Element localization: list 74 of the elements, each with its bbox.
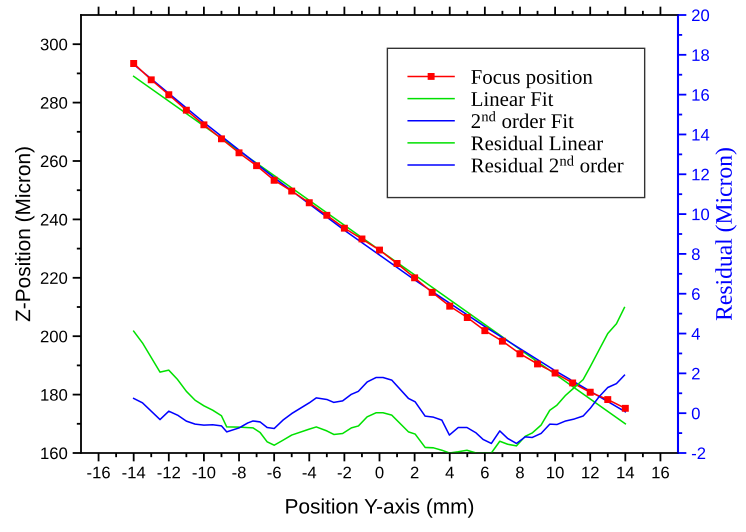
y-tick-label: 200	[40, 330, 68, 342]
x-tick-label: 6	[481, 466, 489, 478]
point	[306, 199, 313, 206]
point	[411, 274, 418, 282]
y-tick-label: 280	[40, 97, 68, 109]
point	[323, 212, 330, 219]
y2-tick-label: 14	[692, 129, 710, 140]
legend-label: Residual Linear	[471, 136, 603, 150]
y-tick-label: 260	[40, 155, 68, 168]
point	[236, 149, 242, 156]
point	[376, 246, 383, 254]
x-tick-label: -6	[267, 466, 281, 478]
y-tick-label: 160	[41, 447, 68, 460]
x-tick-label: -16	[87, 466, 110, 478]
legend-label: 2$^{nd}$ order Fit	[472, 111, 574, 128]
point	[516, 350, 524, 358]
x-tick-label: -12	[157, 466, 180, 478]
x-tick-label: -8	[232, 466, 246, 478]
y-tick-label: 300	[40, 38, 68, 50]
y2-tick-label: 18	[692, 49, 710, 62]
point	[288, 188, 296, 195]
x-tick-label: 8	[516, 466, 524, 478]
point	[182, 106, 190, 114]
x-tick-label: 4	[445, 466, 454, 478]
point	[218, 135, 225, 142]
legend-label: Linear Fit	[471, 92, 554, 106]
x-tick-label: -2	[338, 466, 351, 478]
point	[481, 327, 488, 334]
y2-tick-label: 10	[692, 208, 710, 220]
legend-label: Focus position	[471, 70, 593, 88]
y2-tick-label: 0	[692, 408, 700, 420]
point	[464, 314, 471, 321]
y2-tick-label: 8	[692, 248, 700, 260]
x-tick-label: -10	[192, 466, 216, 478]
point	[446, 302, 454, 310]
x-tick-label: 0	[376, 466, 384, 478]
point	[200, 121, 208, 128]
x-tick-label: 12	[582, 466, 599, 478]
y-axis-title: Z-Position (Micron)	[15, 147, 34, 322]
point	[253, 162, 260, 170]
y-tick-label: 220	[40, 272, 68, 284]
x-tick-label: 10	[547, 466, 564, 478]
y2-tick-label: 20	[692, 9, 710, 22]
point	[622, 404, 629, 412]
point	[130, 60, 138, 67]
point	[498, 338, 506, 345]
x-tick-label: 16	[652, 466, 669, 478]
point	[148, 76, 155, 84]
point	[340, 224, 348, 232]
point	[428, 288, 436, 296]
point	[165, 91, 172, 98]
legend-label: Residual 2$^{nd}$ order	[471, 155, 624, 172]
x-tick-label: 2	[410, 466, 418, 478]
point	[586, 388, 594, 396]
y2-tick-label: 6	[692, 288, 700, 300]
y2-axis-title: Residual (Micron)	[715, 148, 737, 320]
point	[534, 360, 541, 368]
y2-tick-label: 12	[692, 168, 709, 180]
y2-tick-label: 16	[692, 89, 709, 101]
y2-tick-label: -2	[692, 447, 706, 460]
x-tick-label: 14	[617, 466, 634, 478]
y2-tick-label: 2	[692, 368, 700, 380]
x-tick-label: -4	[302, 466, 316, 478]
x-axis-title: Position Y-axis (mm)	[286, 498, 474, 518]
y-tick-label: 240	[40, 214, 68, 226]
y2-tick-label: 4	[692, 328, 700, 340]
x-tick-label: -14	[122, 466, 146, 478]
point	[604, 396, 612, 404]
point	[569, 379, 576, 386]
point	[358, 235, 366, 242]
point	[394, 260, 401, 267]
y-tick-label: 180	[41, 389, 68, 401]
point	[552, 370, 559, 376]
point	[270, 176, 278, 184]
